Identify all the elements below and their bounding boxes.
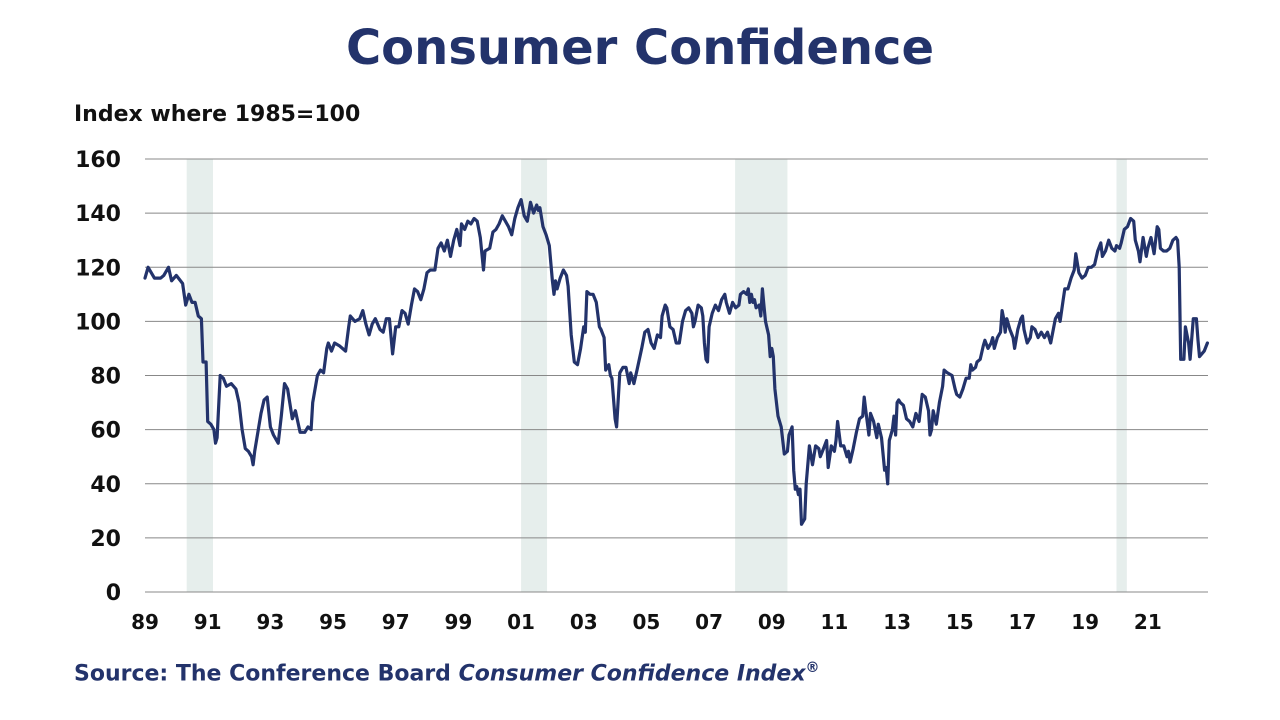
chart-title: Consumer Confidence [345, 20, 935, 76]
x-tick-label: 99 [444, 610, 472, 634]
gridlines [145, 158, 1208, 593]
x-tick-label: 19 [1071, 610, 1099, 634]
y-tick-label: 40 [90, 473, 121, 498]
source-note: Source: The Conference Board Consumer Co… [74, 660, 820, 686]
source-index-name: Consumer Confidence Index [458, 661, 806, 687]
x-tick-label: 07 [695, 610, 723, 634]
y-axis-title: Index where 1985=100 [74, 102, 361, 127]
y-tick-label: 140 [75, 202, 121, 227]
y-tick-label: 120 [75, 256, 121, 281]
x-tick-label: 09 [758, 610, 786, 634]
series-lines [143, 198, 1209, 526]
x-tick-label: 05 [632, 610, 660, 634]
x-tick-label: 89 [131, 610, 159, 634]
x-tick-labels: 89 91 93 95 97 99 01 03 05 07 09 11 13 15 17 19 21 [131, 610, 1162, 634]
x-tick-label: 01 [507, 610, 535, 634]
x-tick-label: 15 [946, 610, 974, 634]
y-tick-label: 80 [90, 365, 121, 390]
y-tick-label: 0 [106, 581, 121, 606]
x-tick-label: 95 [319, 610, 347, 634]
series-line [143, 198, 1209, 526]
x-tick-label: 91 [194, 610, 222, 634]
y-tick-label: 160 [75, 148, 121, 173]
x-tick-label: 97 [382, 610, 410, 634]
y-tick-label: 20 [90, 527, 121, 552]
x-tick-label: 13 [883, 610, 911, 634]
y-tick-label: 60 [90, 419, 121, 444]
x-tick-label: 03 [570, 610, 598, 634]
y-tick-labels: 0 20 40 60 80 100 120 140 160 [75, 148, 121, 606]
x-tick-label: 11 [821, 610, 849, 634]
x-tick-label: 93 [256, 610, 284, 634]
x-tick-label: 17 [1009, 610, 1037, 634]
registered-mark: ® [805, 660, 820, 676]
x-tick-label: 21 [1134, 610, 1162, 634]
y-tick-label: 100 [75, 310, 121, 335]
source-prefix: Source: The Conference Board [74, 661, 459, 687]
